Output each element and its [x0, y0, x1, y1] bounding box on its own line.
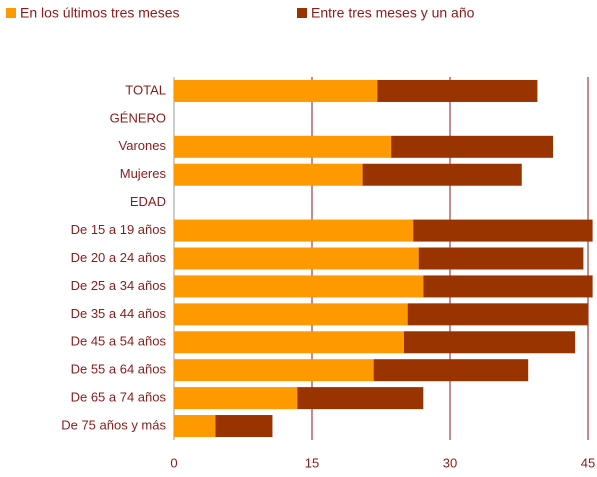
bar-segment [418, 247, 584, 270]
bar-segment [174, 359, 374, 382]
bar-segment [413, 219, 593, 242]
bar-segment [174, 247, 419, 270]
bar-segment [174, 415, 216, 438]
y-tick-label: De 65 a 74 años [71, 390, 167, 405]
legend-swatch [6, 8, 16, 18]
y-tick-label: De 25 a 34 años [71, 278, 167, 293]
x-tick-label: 45 [581, 455, 595, 470]
bar-segment [174, 275, 424, 298]
bar-segment [423, 275, 593, 298]
y-tick-label: Varones [119, 138, 167, 153]
bar-segment [174, 387, 298, 410]
y-tick-label: De 20 a 24 años [71, 250, 167, 265]
y-tick-label: De 55 a 64 años [71, 362, 167, 377]
bar-segment [174, 79, 378, 102]
y-tick-label: De 75 años y más [61, 417, 166, 432]
legend-label: En los últimos tres meses [20, 5, 180, 21]
x-tick-label: 0 [170, 455, 177, 470]
y-tick-label: EDAD [130, 194, 166, 209]
legend-swatch [297, 8, 307, 18]
bar-segment [174, 331, 404, 354]
bar-segment [407, 303, 588, 326]
bar-segment [391, 135, 554, 158]
y-tick-label: De 35 a 44 años [71, 306, 167, 321]
bar-segment [297, 387, 424, 410]
bar-segment [215, 415, 273, 438]
bar-segment [174, 303, 408, 326]
y-tick-label: De 45 a 54 años [71, 334, 167, 349]
x-tick-label: 30 [443, 455, 457, 470]
bar-segment [362, 163, 522, 186]
x-tick-label: 15 [305, 455, 319, 470]
bar-segment [174, 219, 414, 242]
bar-segment [377, 79, 538, 102]
bar-segment [404, 331, 576, 354]
legend-label: Entre tres meses y un año [311, 5, 475, 21]
bar-segment [174, 135, 392, 158]
y-tick-label: GÉNERO [110, 110, 166, 125]
bar-segment [174, 163, 363, 186]
bar-segment [373, 359, 529, 382]
y-tick-label: De 15 a 19 años [71, 222, 167, 237]
y-tick-label: TOTAL [125, 82, 166, 97]
y-tick-label: Mujeres [120, 166, 167, 181]
